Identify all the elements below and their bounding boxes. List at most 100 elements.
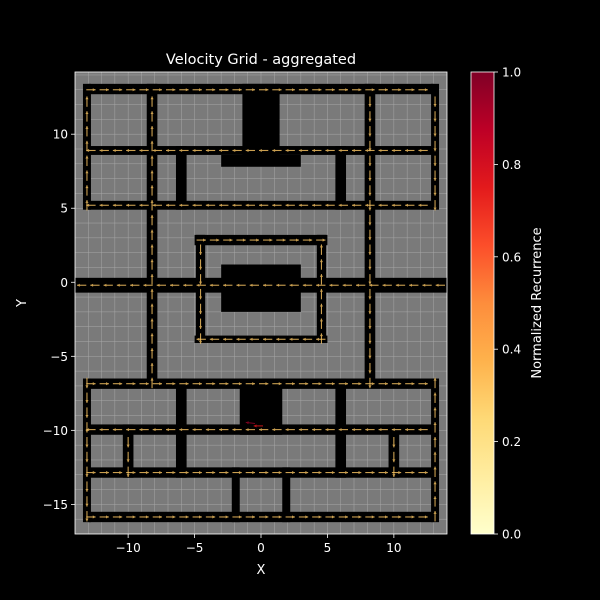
velocity-arrow xyxy=(409,283,419,287)
velocity-arrow xyxy=(405,515,415,519)
velocity-arrow xyxy=(223,337,233,341)
wall-segment xyxy=(388,424,400,478)
velocity-arrow xyxy=(329,283,339,287)
velocity-arrow xyxy=(262,337,273,341)
velocity-arrow xyxy=(391,382,402,386)
velocity-arrow xyxy=(199,288,203,300)
velocity-arrow xyxy=(150,377,154,389)
velocity-arrow xyxy=(433,377,437,389)
wall-segment xyxy=(335,378,347,478)
wall-segment xyxy=(194,234,328,246)
wall-segment xyxy=(194,335,328,343)
velocity-arrow xyxy=(368,244,372,255)
velocity-arrow xyxy=(112,515,123,519)
velocity-arrow xyxy=(166,382,176,386)
velocity-arrow xyxy=(139,428,149,432)
velocity-arrow xyxy=(205,88,216,92)
velocity-arrow xyxy=(139,88,149,92)
colorbar-label: Normalized Recurrence xyxy=(530,227,545,378)
velocity-arrow xyxy=(112,203,123,207)
velocity-arrow xyxy=(382,283,392,287)
wall-segment xyxy=(242,83,280,155)
velocity-arrow xyxy=(179,148,189,153)
velocity-arrow xyxy=(319,288,323,300)
velocity-arrow xyxy=(179,428,189,432)
velocity-arrow xyxy=(126,382,136,386)
velocity-arrow xyxy=(298,88,309,92)
velocity-arrow xyxy=(245,203,256,207)
velocity-arrow xyxy=(285,382,295,386)
velocity-arrow xyxy=(433,392,437,403)
velocity-arrow xyxy=(302,337,313,341)
velocity-arrow xyxy=(126,203,136,207)
velocity-arrow xyxy=(232,148,242,153)
velocity-arrow xyxy=(76,283,87,287)
y-axis: −15 −10 −5 0 5 10 xyxy=(43,128,75,512)
velocity-arrow xyxy=(126,515,136,519)
velocity-arrow xyxy=(245,88,256,92)
velocity-arrow xyxy=(199,333,203,344)
velocity-arrow xyxy=(85,96,89,107)
velocity-arrow xyxy=(369,283,379,287)
velocity-arrow xyxy=(298,428,309,432)
velocity-arrow xyxy=(298,203,309,207)
x-tick-label: −5 xyxy=(186,541,204,555)
velocity-arrow xyxy=(312,515,322,519)
velocity-arrow xyxy=(338,382,349,386)
velocity-arrow xyxy=(192,471,202,475)
velocity-arrow xyxy=(85,422,89,433)
velocity-arrow xyxy=(249,337,260,341)
velocity-arrow xyxy=(392,466,396,477)
velocity-arrow xyxy=(355,283,366,287)
wall-segment xyxy=(231,467,240,523)
velocity-arrow xyxy=(259,148,269,153)
velocity-arrow xyxy=(368,333,372,344)
velocity-arrow xyxy=(219,471,229,475)
y-tick-label: 0 xyxy=(60,276,68,290)
x-tick-label: −10 xyxy=(115,541,140,555)
velocity-arrow xyxy=(285,203,295,207)
velocity-arrow-layer xyxy=(76,88,446,522)
velocity-arrow xyxy=(150,155,154,167)
velocity-arrow xyxy=(378,203,388,207)
velocity-arrow xyxy=(150,96,154,107)
velocity-arrow xyxy=(139,471,149,475)
velocity-arrow xyxy=(192,88,202,92)
velocity-arrow xyxy=(219,515,229,519)
velocity-arrow xyxy=(249,238,260,242)
velocity-arrow xyxy=(245,471,256,475)
y-axis-label: Y xyxy=(15,299,30,308)
velocity-arrow xyxy=(262,238,273,242)
velocity-arrow xyxy=(368,170,372,181)
velocity-arrow xyxy=(433,451,437,463)
velocity-arrow xyxy=(166,471,176,475)
velocity-arrow xyxy=(312,203,322,207)
velocity-arrow xyxy=(405,471,415,475)
velocity-arrow xyxy=(259,471,269,475)
velocity-arrow xyxy=(85,511,89,522)
velocity-arrow xyxy=(150,126,154,137)
velocity-arrow xyxy=(86,471,96,475)
velocity-arrow xyxy=(433,496,437,507)
velocity-arrow xyxy=(272,148,282,153)
velocity-arrow xyxy=(199,244,203,255)
velocity-arrow xyxy=(378,382,388,386)
velocity-arrow xyxy=(391,148,402,153)
velocity-arrow xyxy=(85,377,89,389)
velocity-arrow xyxy=(152,148,163,153)
velocity-arrow xyxy=(433,511,437,522)
velocity-arrow xyxy=(139,515,149,519)
velocity-arrow xyxy=(126,428,136,432)
colorbar-tick-label: 1.0 xyxy=(502,66,521,80)
colorbar: 0.0 0.2 0.4 0.6 0.8 1.0 Normalized Recurrence xyxy=(470,66,545,542)
velocity-arrow xyxy=(85,155,89,167)
velocity-arrow xyxy=(289,283,299,287)
velocity-arrow xyxy=(433,170,437,181)
velocity-arrow xyxy=(223,283,233,287)
colorbar-gradient xyxy=(471,72,494,534)
velocity-arrow xyxy=(86,515,96,519)
velocity-arrow xyxy=(85,111,89,122)
velocity-arrow xyxy=(183,283,193,287)
velocity-arrow xyxy=(152,88,163,92)
